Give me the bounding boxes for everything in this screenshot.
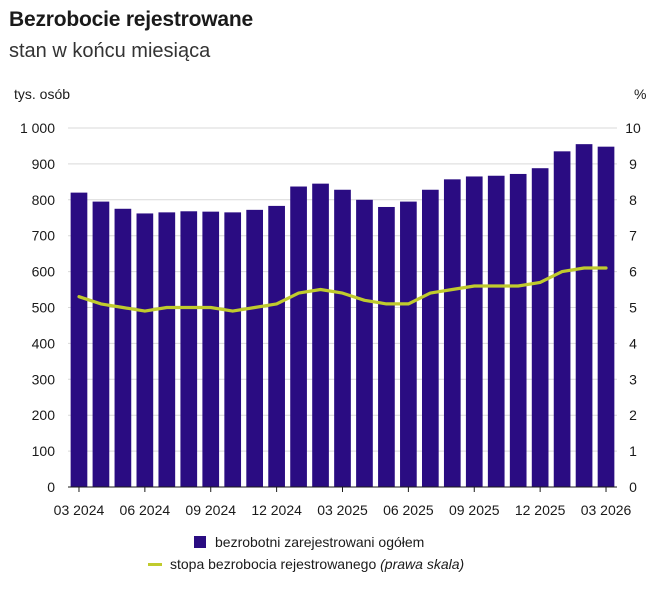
bar xyxy=(509,173,527,487)
x-tick-label: 06 2024 xyxy=(120,502,171,518)
bar xyxy=(400,201,417,487)
y-tick-label-left: 400 xyxy=(32,335,56,351)
y-tick-label-left: 700 xyxy=(32,228,56,244)
y-tick-label-right: 5 xyxy=(629,300,637,316)
legend-item-line: stopa bezrobocia rejestrowanego (prawa s… xyxy=(148,553,464,575)
y-tick-label-right: 6 xyxy=(629,264,637,280)
y-tick-label-right: 8 xyxy=(629,192,637,208)
line-series-unemployment-rate xyxy=(77,266,608,313)
legend-bar-swatch xyxy=(194,536,206,548)
x-tick-label: 12 2024 xyxy=(251,502,302,518)
bar xyxy=(553,151,571,487)
y-tick-label-left: 300 xyxy=(32,371,56,387)
y-tick-label-left: 100 xyxy=(32,443,56,459)
y-tick-label-right: 4 xyxy=(629,335,637,351)
bar xyxy=(487,175,505,487)
right-axis-unit-label: % xyxy=(634,86,647,102)
y-tick-label-left: 900 xyxy=(32,156,56,172)
legend-bar-label: bezrobotni zarejestrowani ogółem xyxy=(215,534,425,550)
legend-item-bars: bezrobotni zarejestrowani ogółem xyxy=(148,531,464,553)
bar xyxy=(312,183,329,487)
chart-title: Bezrobocie rejestrowane xyxy=(9,8,253,31)
y-tick-label-left: 200 xyxy=(32,407,56,423)
y-tick-label-left: 1 000 xyxy=(20,120,55,136)
bar xyxy=(92,201,110,487)
left-axis-unit-label: tys. osób xyxy=(14,86,71,102)
bar xyxy=(268,205,285,487)
bar xyxy=(531,168,549,487)
bar xyxy=(136,213,154,487)
chart-legend: bezrobotni zarejestrowani ogółem stopa b… xyxy=(148,531,464,575)
y-tick-label-right: 2 xyxy=(629,407,637,423)
x-tick-label: 09 2025 xyxy=(449,502,500,518)
y-tick-label-left: 500 xyxy=(32,300,56,316)
bar xyxy=(378,206,395,488)
y-tick-label-left: 600 xyxy=(32,264,56,280)
bar xyxy=(290,186,307,487)
y-tick-label-right: 3 xyxy=(629,371,637,387)
legend-line-label-suffix: (prawa skala) xyxy=(380,556,465,572)
bar xyxy=(597,146,615,487)
legend-line-label: stopa bezrobocia rejestrowanego xyxy=(170,556,377,572)
bar xyxy=(575,144,593,487)
bar xyxy=(334,189,351,488)
x-tick-label: 03 2026 xyxy=(581,502,632,518)
bar xyxy=(114,208,132,487)
bar xyxy=(202,211,220,487)
bar xyxy=(443,179,461,487)
bar xyxy=(356,199,373,488)
bar xyxy=(70,192,88,487)
x-tick-label: 12 2025 xyxy=(515,502,566,518)
bar xyxy=(180,211,198,487)
x-tick-label: 09 2024 xyxy=(185,502,236,518)
bar xyxy=(224,212,242,488)
y-tick-label-right: 9 xyxy=(629,156,637,172)
x-tick-label: 06 2025 xyxy=(383,502,434,518)
y-tick-label-right: 0 xyxy=(629,479,637,495)
bar xyxy=(158,212,176,488)
chart-subtitle: stan w końcu miesiąca xyxy=(9,40,211,62)
bar xyxy=(465,176,483,487)
y-tick-label-left: 800 xyxy=(32,192,56,208)
y-tick-label-right: 1 xyxy=(629,443,637,459)
x-tick-label: 03 2025 xyxy=(317,502,368,518)
x-tick-label: 03 2024 xyxy=(54,502,105,518)
y-tick-label-right: 7 xyxy=(629,228,637,244)
y-tick-label-left: 0 xyxy=(47,479,55,495)
legend-line-swatch xyxy=(148,562,162,566)
bar xyxy=(421,189,439,488)
y-tick-label-right: 10 xyxy=(625,120,641,136)
bar xyxy=(246,209,264,488)
